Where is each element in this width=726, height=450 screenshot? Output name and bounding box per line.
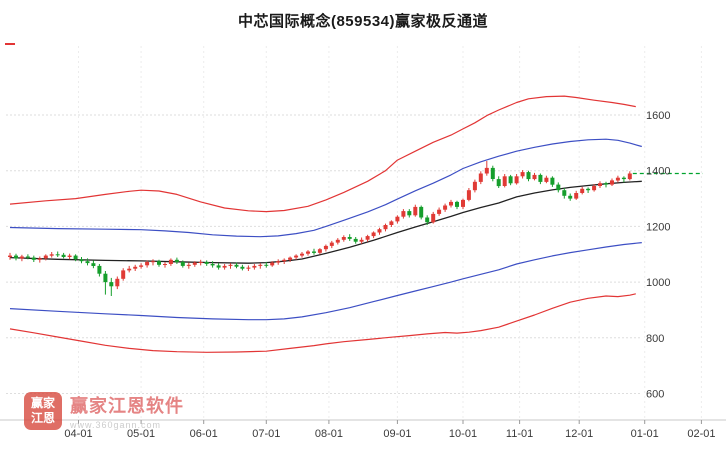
upper-red-line (9, 95, 636, 213)
svg-text:1000: 1000 (646, 277, 670, 289)
grid-lines (6, 46, 702, 419)
svg-text:600: 600 (646, 389, 664, 401)
svg-text:07-01: 07-01 (252, 428, 280, 440)
svg-text:12-01: 12-01 (565, 428, 593, 440)
lower-blue-line (9, 242, 642, 321)
svg-text:11-01: 11-01 (506, 428, 533, 440)
lower-red-line (9, 293, 636, 353)
svg-text:800: 800 (646, 333, 664, 345)
svg-text:06-01: 06-01 (190, 428, 218, 440)
channel-lines (9, 95, 642, 353)
svg-text:01-01: 01-01 (631, 428, 659, 440)
svg-text:10-01: 10-01 (449, 428, 477, 440)
svg-text:04-01: 04-01 (64, 428, 92, 440)
candles (8, 161, 632, 296)
chart-title: 中芯国际概念(859534)赢家极反通道 (237, 13, 489, 30)
upper-blue-line (9, 138, 642, 238)
svg-text:1400: 1400 (646, 166, 670, 178)
svg-text:1600: 1600 (646, 110, 670, 122)
x-axis-labels: 04-01 05-01 06-01 07-01 08-01 09-01 10-01 11-01… (64, 420, 715, 440)
y-axis-labels: 1600 1400 1200 1000 800 600 (646, 110, 670, 401)
svg-text:08-01: 08-01 (315, 428, 343, 440)
svg-text:1200: 1200 (646, 221, 670, 233)
svg-text:05-01: 05-01 (127, 428, 155, 440)
svg-text:09-01: 09-01 (383, 428, 411, 440)
svg-text:02-01: 02-01 (687, 428, 715, 440)
